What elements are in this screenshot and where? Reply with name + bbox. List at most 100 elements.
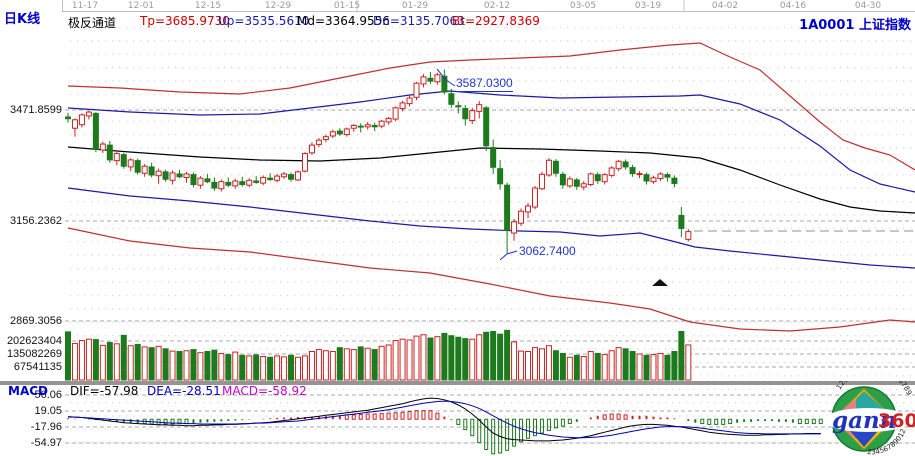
candle-body xyxy=(573,179,580,187)
candle-body xyxy=(281,173,288,178)
candle-body xyxy=(566,178,573,187)
panel-separator xyxy=(0,381,915,385)
low-leader-line xyxy=(499,250,518,261)
macd-hist-bar xyxy=(407,410,412,420)
volume-bar xyxy=(120,334,127,381)
candle-body xyxy=(448,93,455,105)
candle-body xyxy=(246,179,253,186)
volume-bar xyxy=(671,351,678,381)
candle-body xyxy=(288,174,295,180)
candle-body xyxy=(385,117,392,123)
candle-body xyxy=(295,171,302,181)
macd-hist-bar xyxy=(616,413,621,420)
candle-body xyxy=(225,181,232,186)
candle-body xyxy=(587,173,594,186)
volume-bar xyxy=(385,344,392,381)
volume-bar xyxy=(113,343,120,381)
volume-bar xyxy=(629,351,636,381)
macd-hist-bar xyxy=(797,418,802,425)
candle-body xyxy=(85,111,92,117)
candle-body xyxy=(148,166,155,176)
candle-body xyxy=(685,231,692,240)
candle-body xyxy=(308,144,315,154)
volume-bar xyxy=(281,356,288,381)
macd-hist-bar xyxy=(539,418,544,434)
candle-body xyxy=(406,97,413,105)
volume-bar xyxy=(545,345,552,381)
volume-bar xyxy=(225,354,232,381)
volume-bar xyxy=(92,339,99,381)
candle-body xyxy=(357,125,364,128)
candle-body xyxy=(239,181,246,186)
volume-bar xyxy=(504,329,511,381)
candle-body xyxy=(267,177,274,181)
candle-body xyxy=(92,112,99,150)
high-leader-line xyxy=(436,68,456,87)
volume-bar xyxy=(406,339,413,381)
macd-hist-bar xyxy=(804,418,809,425)
candle-body xyxy=(315,139,322,145)
macd-hist-bar xyxy=(170,418,175,425)
volume-bar xyxy=(420,334,427,381)
macd-hist-bar xyxy=(553,418,558,429)
volume-bar xyxy=(518,350,525,381)
volume-bar xyxy=(371,349,378,381)
volume-bar xyxy=(176,351,183,381)
candle-body xyxy=(232,180,239,187)
volume-bar xyxy=(392,340,399,381)
volume-bar xyxy=(85,338,92,381)
volume-bar xyxy=(232,351,239,381)
logo-360-text: 360 xyxy=(878,410,915,432)
volume-bar xyxy=(141,346,148,381)
candle-body xyxy=(608,167,615,176)
candle-body xyxy=(78,114,85,126)
candle-body xyxy=(615,160,622,170)
volume-bar xyxy=(643,354,650,381)
volume-bar xyxy=(580,356,587,381)
candle-body xyxy=(525,205,532,213)
volume-bar xyxy=(636,353,643,381)
volume-bar xyxy=(211,349,218,381)
volume-bar xyxy=(413,335,420,381)
macd-hist-bar xyxy=(463,418,468,431)
volume-bar xyxy=(127,345,134,381)
volume-bar xyxy=(190,349,197,381)
macd-hist-bar xyxy=(421,410,426,420)
volume-bar xyxy=(559,352,566,381)
macd-hist-bar xyxy=(700,418,705,425)
macd-hist-bar xyxy=(435,412,440,420)
volume-bar xyxy=(204,351,211,381)
macd-hist-bar xyxy=(526,418,531,439)
macd-dif-line xyxy=(67,397,821,442)
candle-body xyxy=(594,174,601,182)
volume-bar xyxy=(246,355,253,381)
macd-hist-bar xyxy=(602,414,607,420)
band-dn xyxy=(67,187,915,269)
macd-hist-bar xyxy=(414,410,419,420)
volume-bar xyxy=(497,333,504,381)
volume-bar xyxy=(295,356,302,381)
candle-body xyxy=(364,124,371,128)
volume-bar xyxy=(476,334,483,381)
candle-body xyxy=(176,173,183,178)
volume-bar xyxy=(490,330,497,381)
candle-body xyxy=(483,107,490,147)
candle-body xyxy=(113,153,120,162)
candle-body xyxy=(511,221,518,234)
macd-hist-bar xyxy=(546,418,551,431)
macd-hist-bar xyxy=(623,414,628,420)
macd-hist-bar xyxy=(707,418,712,425)
macd-hist-bar xyxy=(491,418,496,455)
candle-body xyxy=(343,128,350,136)
volume-bar xyxy=(538,348,545,381)
candle-body xyxy=(490,147,497,168)
candle-body xyxy=(650,177,657,183)
macd-hist-bar xyxy=(365,413,370,420)
volume-bar xyxy=(99,344,106,381)
volume-bar xyxy=(336,347,343,381)
macd-hist-bar xyxy=(393,412,398,420)
volume-bar xyxy=(441,332,448,381)
volume-bar xyxy=(469,338,476,381)
